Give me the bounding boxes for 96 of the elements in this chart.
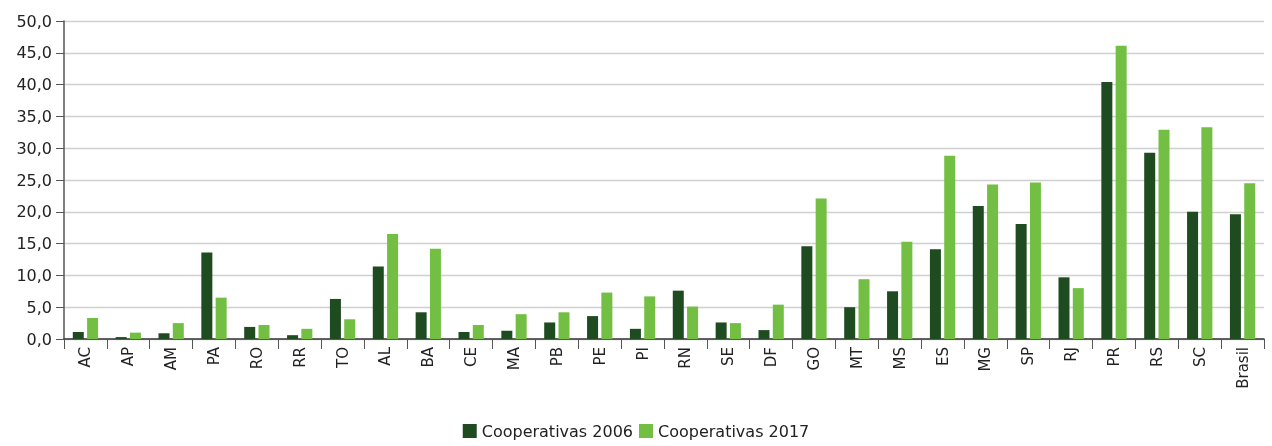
x-tick-label: RO [247,347,266,370]
bar [1072,288,1084,339]
bar [972,206,984,339]
legend-label: Cooperativas 2006 [481,421,633,441]
bar [129,332,141,339]
x-tick-label: MG [976,347,995,372]
bar [429,248,441,339]
x-tick-label: AC [76,347,95,368]
bar [87,318,99,339]
bar [1244,183,1256,339]
x-tick-label: PR [1105,347,1123,367]
x-tick-label: DF [762,347,781,368]
bar [515,314,527,339]
x-tick-label: GO [805,347,823,371]
y-tick-label: 35,0 [16,106,52,126]
x-tick-label: RJ [1062,347,1081,362]
x-tick-label: MT [847,346,866,370]
legend-label: Cooperativas 2017 [658,421,810,441]
bar [158,333,170,339]
x-tick-label: RN [676,347,695,369]
bar [301,328,313,339]
x-tick-label: SC [1190,347,1209,367]
bar [1029,182,1041,339]
bar [344,319,356,339]
x-tick-label: RS [1147,347,1166,367]
bar [215,297,227,339]
bar [644,296,656,339]
x-tick-label: MS [890,347,909,370]
x-tick-label: PA [205,346,223,366]
bar [172,323,184,339]
bar [901,241,913,339]
x-tick-label: AP [119,347,138,367]
x-tick-label: SP [1019,347,1038,366]
bar [587,316,599,339]
bar [929,249,941,339]
bar [815,198,827,339]
bar [1201,127,1213,339]
bar [72,332,84,339]
y-tick-label: 25,0 [16,170,52,190]
bar [1101,82,1113,339]
bar [201,252,213,339]
x-tick-label: BA [419,346,438,368]
bar [329,298,341,339]
x-tick-label: AM [162,347,181,371]
bar [472,325,484,339]
y-tick-label: 0,0 [26,329,52,349]
y-tick-label: 50,0 [16,11,52,31]
bar [258,325,270,339]
x-tick-label: PE [590,347,609,366]
bar [672,290,684,339]
bar [1058,277,1070,339]
bar [558,312,570,339]
y-tick-label: 30,0 [16,138,52,158]
x-tick-label: Brasil [1233,347,1252,389]
bar [544,322,556,339]
y-tick-label: 5,0 [26,297,52,317]
x-tick-label: TO [333,347,352,369]
y-tick-label: 10,0 [16,265,52,285]
x-tick-label: AL [376,346,395,366]
bar [501,330,513,339]
bar [944,155,956,339]
bar [387,234,399,339]
bar [801,246,813,339]
bar [729,323,741,339]
x-tick-label: SE [719,347,738,366]
bar [772,304,784,339]
x-tick-label: ES [933,347,952,366]
y-tick-label: 40,0 [16,75,52,95]
bar [1187,211,1199,339]
bar [458,332,470,339]
bar [758,330,770,339]
bar [244,326,256,339]
x-tick-label: RR [290,347,309,368]
bar [1115,45,1127,339]
bar [1229,214,1241,339]
bar [629,328,641,339]
bar [601,292,613,339]
bar [687,306,699,339]
bar [372,266,384,339]
bar [887,291,899,339]
bar [858,279,870,339]
x-tick-label: CE [462,347,481,367]
bar [987,184,999,339]
y-tick-label: 20,0 [16,202,52,222]
y-tick-label: 15,0 [16,234,52,254]
bar [1158,129,1170,339]
x-tick-label: PI [633,347,652,361]
bar [1144,152,1156,339]
x-tick-label: PB [547,347,566,367]
bar [844,307,856,339]
bar [415,312,427,339]
bar [715,322,727,339]
y-tick-label: 45,0 [16,43,52,63]
x-tick-label: MA [505,346,523,371]
bar [1015,223,1027,339]
bar [287,335,299,339]
